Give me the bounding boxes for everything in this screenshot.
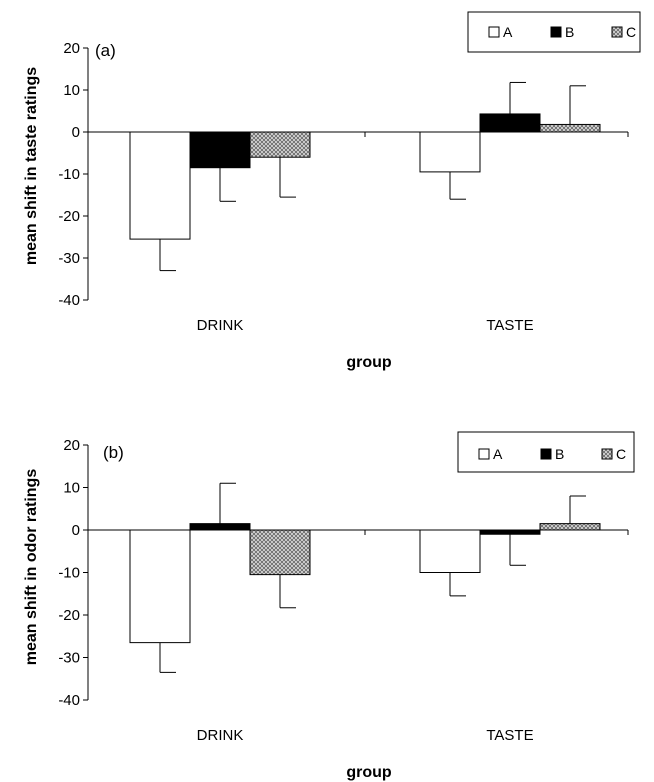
y-tick-label: -40 (58, 692, 80, 709)
legend-swatch-a (488, 26, 500, 38)
bar-taste-c (539, 123, 601, 133)
bar-taste-a (419, 529, 481, 573)
y-tick-label: 0 (72, 522, 80, 539)
y-tick-label: 20 (63, 437, 80, 454)
panel-label: (a) (95, 41, 116, 60)
y-tick-label: -40 (58, 292, 80, 309)
x-axis-title: group (346, 354, 392, 371)
legend-label-a: A (503, 24, 513, 40)
x-category-label: DRINK (197, 317, 244, 334)
y-axis-title: mean shift in odor ratings (23, 469, 40, 666)
bar-drink-a (129, 131, 191, 240)
y-axis-title: mean shift in taste ratings (23, 67, 40, 265)
legend-swatch-b (550, 26, 562, 38)
y-tick-label: 10 (63, 480, 80, 497)
legend-label-c: C (616, 446, 626, 462)
bar-drink-c (249, 529, 311, 576)
bar-drink-a (129, 529, 191, 644)
chart-panel-b: mean shift in odor ratings (b) group A B… (23, 431, 635, 781)
y-tick-label: -20 (58, 607, 80, 624)
x-axis-title: group (346, 764, 392, 781)
y-tick-label: -20 (58, 208, 80, 225)
y-tick-label: -10 (58, 166, 80, 183)
legend-swatch-a (478, 448, 490, 460)
bar-taste-c (539, 523, 601, 531)
legend-swatch-c (611, 26, 623, 38)
bar-taste-b (479, 113, 541, 133)
legend: A B C (467, 11, 641, 53)
y-tick-label: 10 (63, 82, 80, 99)
chart-panel-a: mean shift in taste ratings (a) group A … (23, 11, 641, 371)
y-tick-label: -10 (58, 565, 80, 582)
x-category-label: TASTE (486, 727, 533, 744)
bar-drink-b (189, 523, 251, 531)
y-tick-label: -30 (58, 650, 80, 667)
legend-label-b: B (565, 24, 574, 40)
legend-swatch-c (601, 448, 613, 460)
bar-drink-c (249, 131, 311, 158)
legend: A B C (457, 431, 635, 473)
bar-taste-a (419, 131, 481, 173)
bar-taste-b (479, 529, 541, 535)
y-tick-label: 20 (63, 40, 80, 57)
y-tick-label: -30 (58, 250, 80, 267)
legend-label-b: B (555, 446, 564, 462)
bar-drink-b (189, 131, 251, 169)
legend-label-a: A (493, 446, 503, 462)
y-tick-label: 0 (72, 124, 80, 141)
x-category-label: TASTE (486, 317, 533, 334)
legend-label-c: C (626, 24, 636, 40)
x-category-label: DRINK (197, 727, 244, 744)
panel-label: (b) (103, 443, 124, 462)
legend-swatch-b (540, 448, 552, 460)
